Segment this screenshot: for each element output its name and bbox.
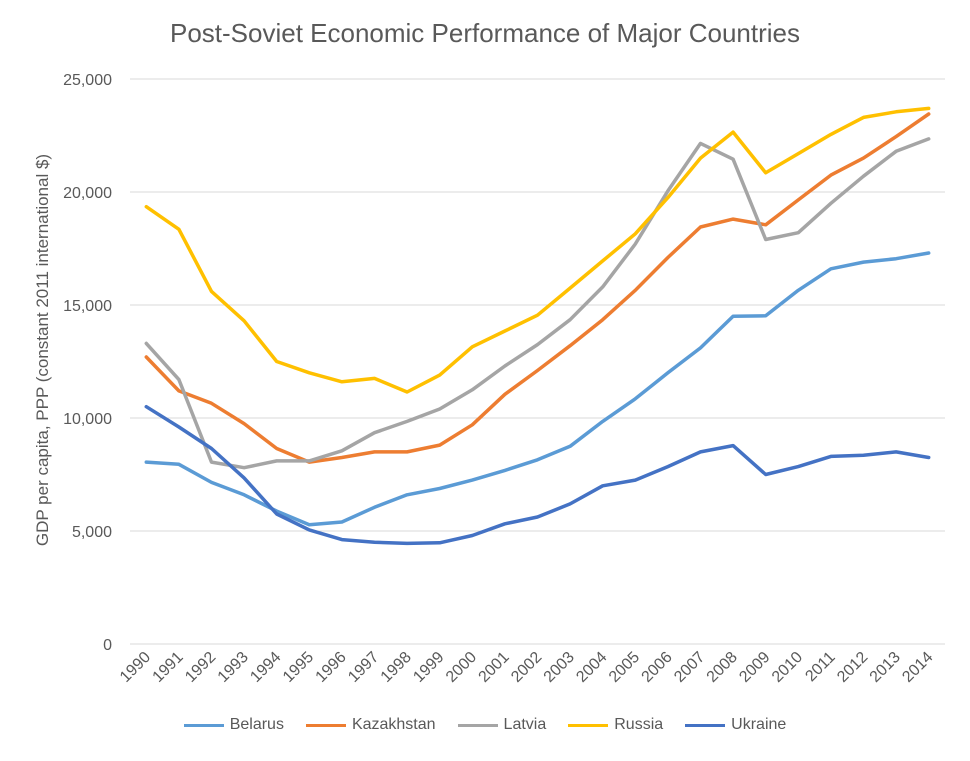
x-tick-label: 2014 [899,649,936,686]
x-tick-label: 2001 [476,649,513,686]
x-tick-label: 2006 [639,649,676,686]
x-tick-label: 1999 [410,649,447,686]
x-tick-label: 2012 [834,649,871,686]
y-tick-label: 5,000 [72,524,112,541]
legend-item-latvia: Latvia [457,716,547,734]
y-tick-label: 20,000 [63,185,112,202]
x-tick-label: 1995 [280,649,317,686]
legend-item-russia: Russia [568,716,663,734]
legend-swatch [183,723,224,727]
x-tick-label: 1998 [378,649,415,686]
legend-label: Latvia [503,716,547,733]
x-tick-label: 2000 [443,649,480,686]
series-lines [144,106,931,546]
x-tick-label: 2008 [704,649,741,686]
legend-item-kazakhstan: Kazakhstan [305,716,436,734]
x-tick-label: 2009 [736,649,773,686]
legend-label: Belarus [229,716,284,733]
y-tick-label: 0 [103,637,112,654]
x-tick-label: 1991 [150,649,187,686]
x-tick-label: 2003 [541,649,578,686]
legend-item-belarus: Belarus [183,716,284,734]
y-tick-label: 25,000 [63,72,112,89]
x-tick-label: 1997 [345,649,382,686]
series-line-latvia [144,137,931,470]
series-line-ukraine [144,404,931,546]
legend-swatch [685,723,726,727]
legend-item-ukraine: Ukraine [685,716,786,734]
legend-swatch [568,723,609,727]
x-tick-label: 1993 [215,649,252,686]
legend-swatch [457,723,498,727]
chart-title: Post-Soviet Economic Performance of Majo… [169,18,801,48]
gridlines [130,78,945,645]
x-tick-labels: 1990199119921993199419951996199719981999… [117,649,937,686]
y-tick-label: 10,000 [63,411,112,428]
x-tick-label: 2002 [508,649,545,686]
legend-label: Kazakhstan [351,716,436,733]
x-tick-label: 2004 [573,649,610,686]
legend-swatch [305,723,346,727]
legend-label: Ukraine [731,716,787,733]
x-tick-label: 1992 [182,649,219,686]
x-tick-label: 2013 [867,649,904,686]
x-tick-label: 2011 [802,649,838,685]
series-line-belarus [144,251,931,527]
x-tick-label: 1996 [313,649,350,686]
x-tick-label: 2010 [769,649,806,686]
series-line-kazakhstan [144,112,931,464]
series-line-russia [144,106,931,394]
legend: Belarus Kazakhstan Latvia Russia Ukraine [0,716,970,734]
x-tick-label: 2005 [606,649,643,686]
legend-label: Russia [614,716,664,733]
y-tick-label: 15,000 [63,298,112,315]
x-tick-label: 1994 [247,649,284,686]
x-tick-label: 1990 [117,649,154,686]
x-tick-label: 2007 [671,649,708,686]
y-tick-labels: 0 5,000 10,000 15,000 20,000 25,000 [63,72,112,654]
